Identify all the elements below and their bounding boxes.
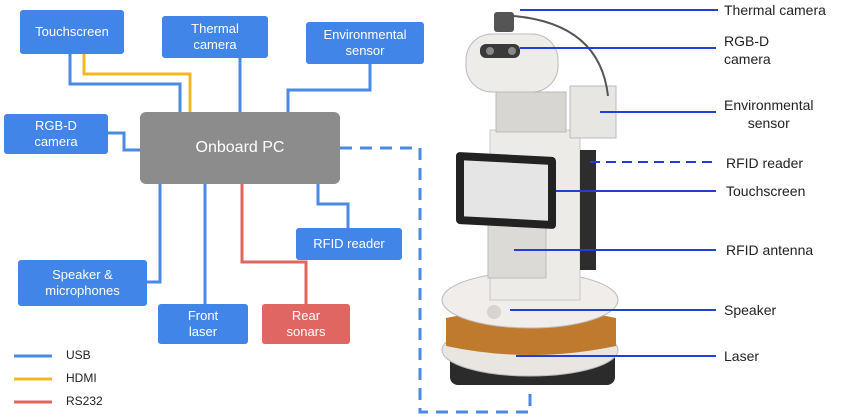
callout-environmental-sensor: Environmental sensor bbox=[724, 97, 814, 131]
callout-rfid-antenna: RFID antenna bbox=[726, 242, 814, 258]
legend-hdmi: HDMI bbox=[66, 371, 97, 385]
onboard-pc-box: Onboard PC bbox=[140, 112, 340, 184]
callout-laser: Laser bbox=[724, 348, 760, 364]
environmental-sensor-box: Environmental sensor bbox=[306, 22, 424, 64]
rear-sonars-box: Rear sonars bbox=[262, 304, 350, 344]
rgbd-camera-box: RGB-D camera bbox=[4, 114, 108, 154]
rs232-line-rear-sonars bbox=[240, 184, 308, 304]
hdmi-line-touchscreen bbox=[82, 54, 192, 112]
callout-speaker: Speaker bbox=[724, 302, 777, 318]
rfid-reader-box: RFID reader bbox=[296, 228, 402, 260]
usb-line-rfid bbox=[316, 184, 350, 228]
callout-thermal-camera: Thermal camera bbox=[724, 2, 826, 18]
wireless-dashed-line bbox=[340, 146, 532, 414]
usb-line-environmental bbox=[286, 64, 372, 112]
usb-line-touchscreen bbox=[68, 54, 182, 112]
legend-usb: USB bbox=[66, 348, 91, 362]
front-laser-box: Front laser bbox=[158, 304, 248, 344]
usb-line-speaker bbox=[147, 184, 162, 284]
callout-rgbd-camera: RGB-D camera bbox=[724, 33, 771, 67]
robot-illustration bbox=[441, 12, 619, 385]
thermal-camera-box: Thermal camera bbox=[162, 16, 268, 58]
legend-rs232: RS232 bbox=[66, 394, 103, 408]
callout-touchscreen: Touchscreen bbox=[726, 183, 806, 199]
usb-line-rgbd bbox=[108, 131, 140, 152]
speaker-microphones-box: Speaker & microphones bbox=[18, 260, 147, 306]
callout-rfid-reader: RFID reader bbox=[726, 155, 804, 171]
touchscreen-box: Touchscreen bbox=[20, 10, 124, 54]
